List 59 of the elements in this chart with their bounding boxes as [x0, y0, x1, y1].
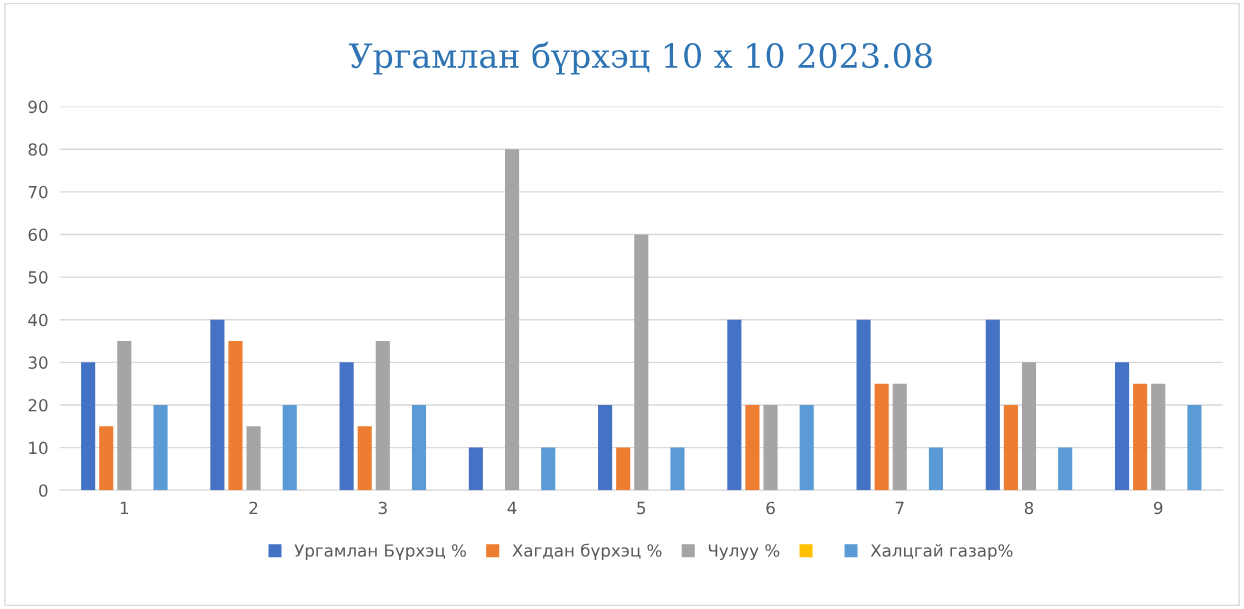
- bar: [375, 341, 390, 491]
- bar: [874, 383, 889, 491]
- bar: [670, 447, 685, 491]
- y-tick-label: 70: [28, 185, 48, 199]
- x-tick-label: 4: [507, 501, 517, 515]
- x-tick-label: 7: [895, 501, 904, 515]
- bar: [856, 319, 871, 491]
- y-tick-label: 90: [28, 100, 48, 114]
- y-tick-label: 80: [28, 143, 48, 156]
- bar: [246, 426, 261, 491]
- bar: [504, 149, 520, 491]
- y-tick-label: 0: [39, 484, 48, 497]
- bar: [745, 404, 760, 491]
- bar: [541, 447, 556, 491]
- bar: [1133, 383, 1148, 491]
- y-tick-label: 40: [28, 313, 48, 327]
- bar: [117, 341, 132, 491]
- x-tick-label: 5: [637, 501, 646, 515]
- bar: [1058, 447, 1073, 491]
- bar: [892, 383, 907, 491]
- x-tick-label: 1: [120, 501, 129, 515]
- bar: [81, 362, 96, 491]
- legend-label: Халцгай газар%: [870, 543, 1013, 561]
- y-tick-label: 30: [28, 356, 48, 369]
- bar: [1151, 383, 1166, 491]
- bar: [282, 404, 297, 491]
- y-tick-label: 20: [28, 398, 48, 412]
- bar: [411, 404, 427, 491]
- y-tick-label: 60: [28, 228, 48, 242]
- bar: [634, 234, 649, 491]
- bar: [1187, 404, 1202, 491]
- x-tick-label: 8: [1024, 501, 1034, 515]
- legend-label: Ургамлан Бүрхэц %: [294, 544, 466, 561]
- x-tick-label: 6: [766, 501, 775, 515]
- bar: [1003, 404, 1018, 491]
- bar: [763, 404, 778, 491]
- bar: [616, 447, 631, 491]
- bar: [799, 404, 814, 491]
- y-tick-label: 50: [28, 271, 48, 284]
- x-tick-label: 3: [378, 501, 387, 515]
- bar: [985, 319, 1000, 491]
- bar: [598, 404, 613, 491]
- bar: [727, 319, 742, 491]
- bar: [99, 426, 114, 491]
- bar: [357, 426, 372, 491]
- legend-label: Хагдан бүрхэц %: [512, 543, 662, 561]
- legend-label: Чулуу %: [708, 544, 780, 561]
- chart-title: Ургамлан бүрхэц 10 x 10 2023.08: [348, 41, 932, 75]
- x-tick-label: 2: [249, 501, 258, 515]
- bar: [928, 447, 943, 491]
- bar: [153, 404, 168, 491]
- x-tick-label: 9: [1153, 501, 1163, 515]
- bar: [468, 447, 483, 491]
- bar: [228, 341, 243, 491]
- bar: [339, 362, 354, 491]
- y-tick-label: 10: [29, 441, 48, 455]
- bar: [210, 319, 225, 491]
- bar: [1021, 362, 1037, 491]
- bar: [1114, 362, 1130, 491]
